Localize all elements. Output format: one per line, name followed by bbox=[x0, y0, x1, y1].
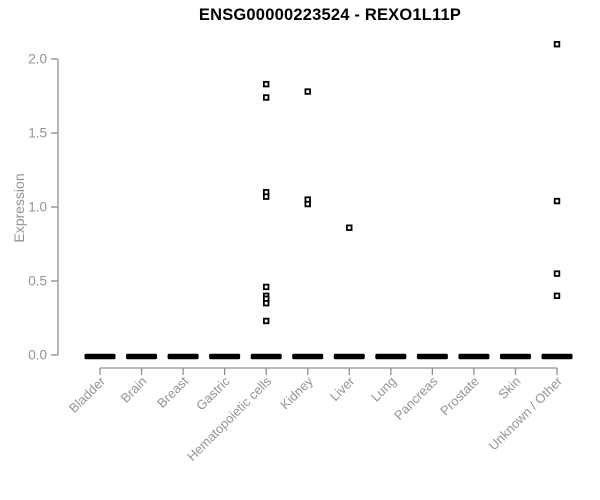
chart-title: ENSG00000223524 - REXO1L11P bbox=[198, 6, 462, 24]
data-point bbox=[262, 299, 270, 307]
data-point bbox=[304, 200, 311, 208]
x-axis-category-label: Brain bbox=[118, 374, 150, 406]
zero-expression-cluster bbox=[292, 353, 324, 360]
x-axis-category-label: Kidney bbox=[277, 373, 316, 412]
data-point bbox=[553, 292, 561, 299]
x-axis-category-label: Lung bbox=[368, 374, 399, 405]
data-point bbox=[262, 94, 270, 101]
y-tick-label: 0.0 bbox=[28, 348, 47, 363]
data-point bbox=[553, 270, 561, 277]
zero-expression-cluster bbox=[126, 353, 158, 360]
x-axis-category-label: Skin bbox=[495, 374, 523, 402]
data-point bbox=[262, 283, 270, 291]
data-point bbox=[262, 317, 270, 325]
zero-expression-cluster bbox=[416, 353, 448, 360]
zero-expression-cluster bbox=[209, 353, 241, 360]
data-point bbox=[304, 88, 311, 95]
data-point bbox=[553, 197, 561, 205]
zero-expression-cluster bbox=[333, 353, 365, 360]
y-tick-label: 1.5 bbox=[28, 126, 47, 141]
x-axis-category-label: Prostate bbox=[437, 374, 482, 419]
x-axis-category-label: Pancreas bbox=[391, 373, 441, 423]
zero-expression-cluster bbox=[458, 353, 490, 360]
zero-expression-cluster bbox=[499, 353, 531, 360]
x-axis-category-label: Unknown / Other bbox=[486, 373, 566, 453]
y-axis-title: Expression bbox=[11, 173, 27, 243]
x-axis-category-label: Breast bbox=[154, 373, 191, 410]
y-tick-label: 2.0 bbox=[28, 52, 47, 67]
data-point bbox=[346, 224, 353, 231]
x-axis-category-label: Liver bbox=[327, 373, 358, 404]
data-point bbox=[262, 80, 270, 88]
y-tick-label: 1.0 bbox=[28, 200, 47, 215]
x-axis-category-label: Gastric bbox=[193, 373, 233, 413]
zero-expression-cluster bbox=[167, 353, 199, 360]
y-tick-label: 0.5 bbox=[28, 274, 47, 289]
zero-expression-cluster bbox=[84, 353, 116, 360]
zero-expression-cluster bbox=[375, 353, 407, 360]
data-point bbox=[262, 193, 270, 200]
zero-expression-cluster bbox=[541, 353, 573, 360]
data-point bbox=[553, 41, 561, 48]
zero-expression-cluster bbox=[250, 353, 282, 360]
x-axis-category-label: Bladder bbox=[66, 373, 109, 416]
